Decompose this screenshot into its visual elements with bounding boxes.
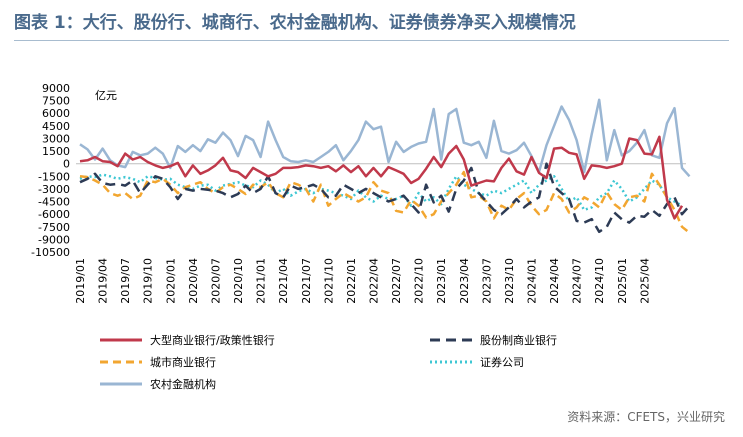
x-tick-label: 2022/01	[345, 258, 358, 304]
x-tick-label: 2020/10	[232, 258, 245, 304]
x-tick-label: 2021/04	[277, 258, 290, 304]
x-tick-label: 2024/10	[593, 258, 606, 304]
x-tick-label: 2020/04	[187, 258, 200, 304]
legend-label: 大型商业银行/政策性银行	[150, 333, 275, 347]
source-note: 资料来源：CFETS，兴业研究	[567, 410, 725, 424]
title-divider	[14, 40, 729, 41]
y-axis-ticks: 9000750060004500300015000-1500-3000-4500…	[31, 82, 686, 259]
y-tick-label: 1500	[42, 145, 70, 158]
y-tick-label: -3000	[38, 183, 70, 196]
x-tick-label: 2024/04	[548, 258, 561, 304]
y-tick-label: 6000	[42, 107, 70, 120]
series-line	[79, 170, 691, 234]
x-tick-label: 2022/07	[390, 258, 403, 304]
x-tick-label: 2019/01	[74, 258, 87, 304]
series-lines	[79, 98, 691, 234]
legend-label: 农村金融机构	[150, 377, 216, 391]
series-line	[79, 162, 691, 234]
y-tick-label: 4500	[42, 120, 70, 133]
series-line	[79, 135, 684, 220]
y-tick-label: -6000	[38, 208, 70, 221]
legend-label: 股份制商业银行	[480, 333, 557, 347]
legend-label: 城市商业银行	[150, 355, 216, 369]
y-tick-label: 3000	[42, 132, 70, 145]
x-tick-label: 2023/04	[458, 258, 471, 304]
x-tick-label: 2019/04	[97, 258, 110, 304]
x-tick-label: 2021/10	[322, 258, 335, 304]
y-tick-label: -7500	[38, 221, 70, 234]
y-tick-label: 9000	[42, 82, 70, 95]
y-axis-unit: 亿元	[95, 89, 117, 102]
x-tick-label: 2023/01	[435, 258, 448, 304]
x-tick-label: 2020/01	[164, 258, 177, 304]
y-tick-label: -4500	[38, 196, 70, 209]
x-tick-label: 2021/07	[300, 258, 313, 304]
x-tick-label: 2019/10	[142, 258, 155, 304]
x-tick-label: 2021/01	[255, 258, 268, 304]
x-tick-label: 2020/07	[209, 258, 222, 304]
x-tick-label: 2025/04	[638, 258, 651, 304]
series-line	[79, 98, 691, 178]
x-tick-label: 2025/01	[616, 258, 629, 304]
x-axis-ticks: 2019/01 2019/04 2019/07 2019/10 2020/01 2020/…	[74, 258, 651, 304]
y-tick-label: -1500	[38, 170, 70, 183]
legend-label: 证券公司	[480, 355, 524, 369]
x-tick-label: 2023/07	[480, 258, 493, 304]
x-tick-label: 2023/10	[503, 258, 516, 304]
y-tick-label: -9000	[38, 233, 70, 246]
x-tick-label: 2022/10	[413, 258, 426, 304]
y-tick-label: 7500	[42, 95, 70, 108]
y-tick-label: -10500	[31, 246, 70, 259]
y-tick-label: 0	[63, 158, 70, 171]
x-tick-label: 2024/07	[571, 258, 584, 304]
x-tick-label: 2022/04	[367, 258, 380, 304]
chart-title: 图表 1：大行、股份行、城商行、农村金融机构、证券债券净买入规模情况	[14, 13, 576, 33]
x-tick-label: 2024/01	[526, 258, 539, 304]
x-tick-label: 2019/07	[119, 258, 132, 304]
series-line	[79, 173, 683, 212]
